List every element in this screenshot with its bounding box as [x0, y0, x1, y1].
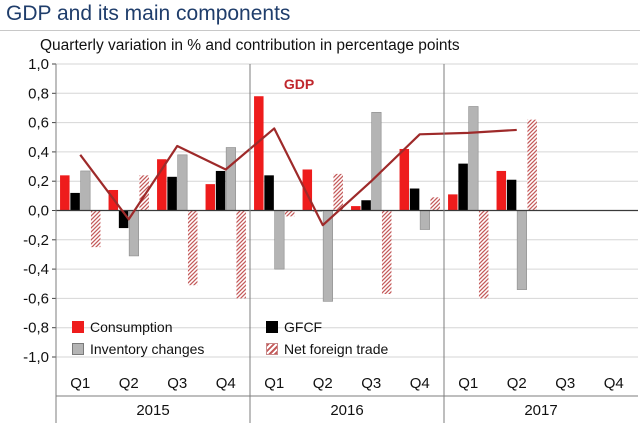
bar-net-foreign-trade	[90, 210, 101, 248]
bar-consumption	[157, 159, 167, 211]
legend-item-consumption: Consumption	[72, 317, 173, 337]
legend-label-net-foreign-trade: Net foreign trade	[284, 341, 389, 357]
legend-label-gfcf: GFCF	[284, 319, 323, 335]
bar-inventory-changes	[225, 147, 236, 211]
bar-gfcf	[361, 200, 371, 211]
chart-subtitle: Quarterly variation in % and contributio…	[40, 37, 460, 54]
y-tick-label: 0,8	[28, 85, 49, 102]
x-tick-label: Q2	[507, 375, 527, 392]
legend: Consumption GFCF Inventory changes Net f…	[72, 317, 412, 361]
x-tick-label: Q4	[410, 375, 430, 392]
x-tick-label: Q1	[458, 375, 478, 392]
y-tick-label: 0,0	[28, 203, 49, 220]
x-tick-label: Q2	[313, 375, 333, 392]
y-tick-label: 0,6	[28, 115, 49, 132]
y-tick-label: -1,0	[23, 349, 49, 366]
x-tick-label: Q1	[70, 375, 90, 392]
x-tick-label: Q4	[604, 375, 624, 392]
bar-inventory-changes	[419, 210, 430, 230]
page-title: GDP and its main components	[6, 2, 291, 25]
y-tick-label: -0,2	[23, 232, 49, 249]
legend-swatch-inventory-changes	[72, 343, 84, 355]
bar-net-foreign-trade	[527, 119, 537, 211]
y-tick-label: 0,4	[28, 144, 49, 161]
x-tick-label: Q3	[555, 375, 575, 392]
bar-inventory-changes	[371, 112, 382, 211]
bar-net-foreign-trade	[381, 210, 392, 294]
bar-net-foreign-trade	[430, 197, 440, 211]
legend-swatch-net-foreign-trade	[266, 343, 278, 355]
bar-consumption	[205, 184, 216, 211]
bar-inventory-changes	[516, 210, 527, 290]
bar-net-foreign-trade	[284, 210, 295, 217]
bar-net-foreign-trade	[187, 210, 198, 286]
bar-inventory-changes	[80, 170, 91, 211]
year-label: 2016	[330, 402, 363, 419]
bar-consumption	[448, 194, 458, 211]
annotation-layer: GDP	[284, 76, 314, 92]
legend-swatch-consumption	[72, 321, 84, 333]
y-tick-label: -0,4	[23, 261, 49, 278]
chart-frame: -1,0 -0,8 -0,6 -0,4 -0,2 0,0 0,2 0,4 0,6 0,8 1,0 Q1…	[0, 30, 640, 423]
bar-consumption	[302, 169, 313, 211]
x-tick-label: Q1	[264, 375, 284, 392]
bar-consumption	[60, 175, 70, 211]
legend-item-net-foreign-trade: Net foreign trade	[266, 339, 388, 359]
bar-gfcf	[118, 210, 129, 229]
title-bar: GDP and its main components	[0, 0, 640, 30]
legend-item-gfcf: GFCF	[266, 317, 322, 337]
bar-gfcf	[167, 176, 177, 211]
bar-gfcf	[458, 163, 468, 211]
bar-inventory-changes	[274, 210, 285, 270]
year-label: 2017	[524, 402, 557, 419]
x-tick-label: Q4	[216, 375, 236, 392]
bar-inventory-changes	[468, 106, 479, 211]
y-tick-label: 0,2	[28, 173, 49, 190]
y-tick-label: -0,8	[23, 320, 49, 337]
legend-item-inventory-changes: Inventory changes	[72, 339, 204, 359]
bar-consumption	[399, 148, 410, 211]
y-tick-label: -0,6	[23, 290, 49, 307]
x-tick-label: Q3	[361, 375, 381, 392]
x-tick-label: Q3	[167, 375, 187, 392]
bar-gfcf	[70, 192, 80, 211]
x-tick-label: Q2	[119, 375, 139, 392]
bar-gfcf	[264, 175, 274, 211]
chart-plot: -1,0 -0,8 -0,6 -0,4 -0,2 0,0 0,2 0,4 0,6 0,8 1,0 Q1…	[23, 56, 638, 423]
bar-net-foreign-trade	[139, 175, 149, 211]
year-label: 2015	[136, 402, 169, 419]
bar-gfcf	[409, 188, 420, 211]
bar-gfcf	[506, 179, 517, 211]
annotation-gdp: GDP	[284, 76, 314, 92]
bar-net-foreign-trade	[333, 173, 343, 211]
bar-consumption	[254, 96, 264, 211]
bar-consumption	[351, 206, 361, 211]
legend-swatch-gfcf	[266, 321, 278, 333]
bar-net-foreign-trade	[236, 210, 246, 299]
bars-layer	[60, 96, 537, 302]
legend-label-inventory-changes: Inventory changes	[90, 341, 205, 357]
legend-label-consumption: Consumption	[90, 319, 173, 335]
bar-net-foreign-trade	[478, 210, 489, 299]
bar-consumption	[496, 170, 507, 211]
bar-inventory-changes	[177, 154, 188, 211]
axis-layer: -1,0 -0,8 -0,6 -0,4 -0,2 0,0 0,2 0,4 0,6 0,8 1,0 Q1…	[23, 56, 638, 423]
bar-gfcf	[215, 170, 226, 211]
y-tick-label: 1,0	[28, 56, 49, 73]
